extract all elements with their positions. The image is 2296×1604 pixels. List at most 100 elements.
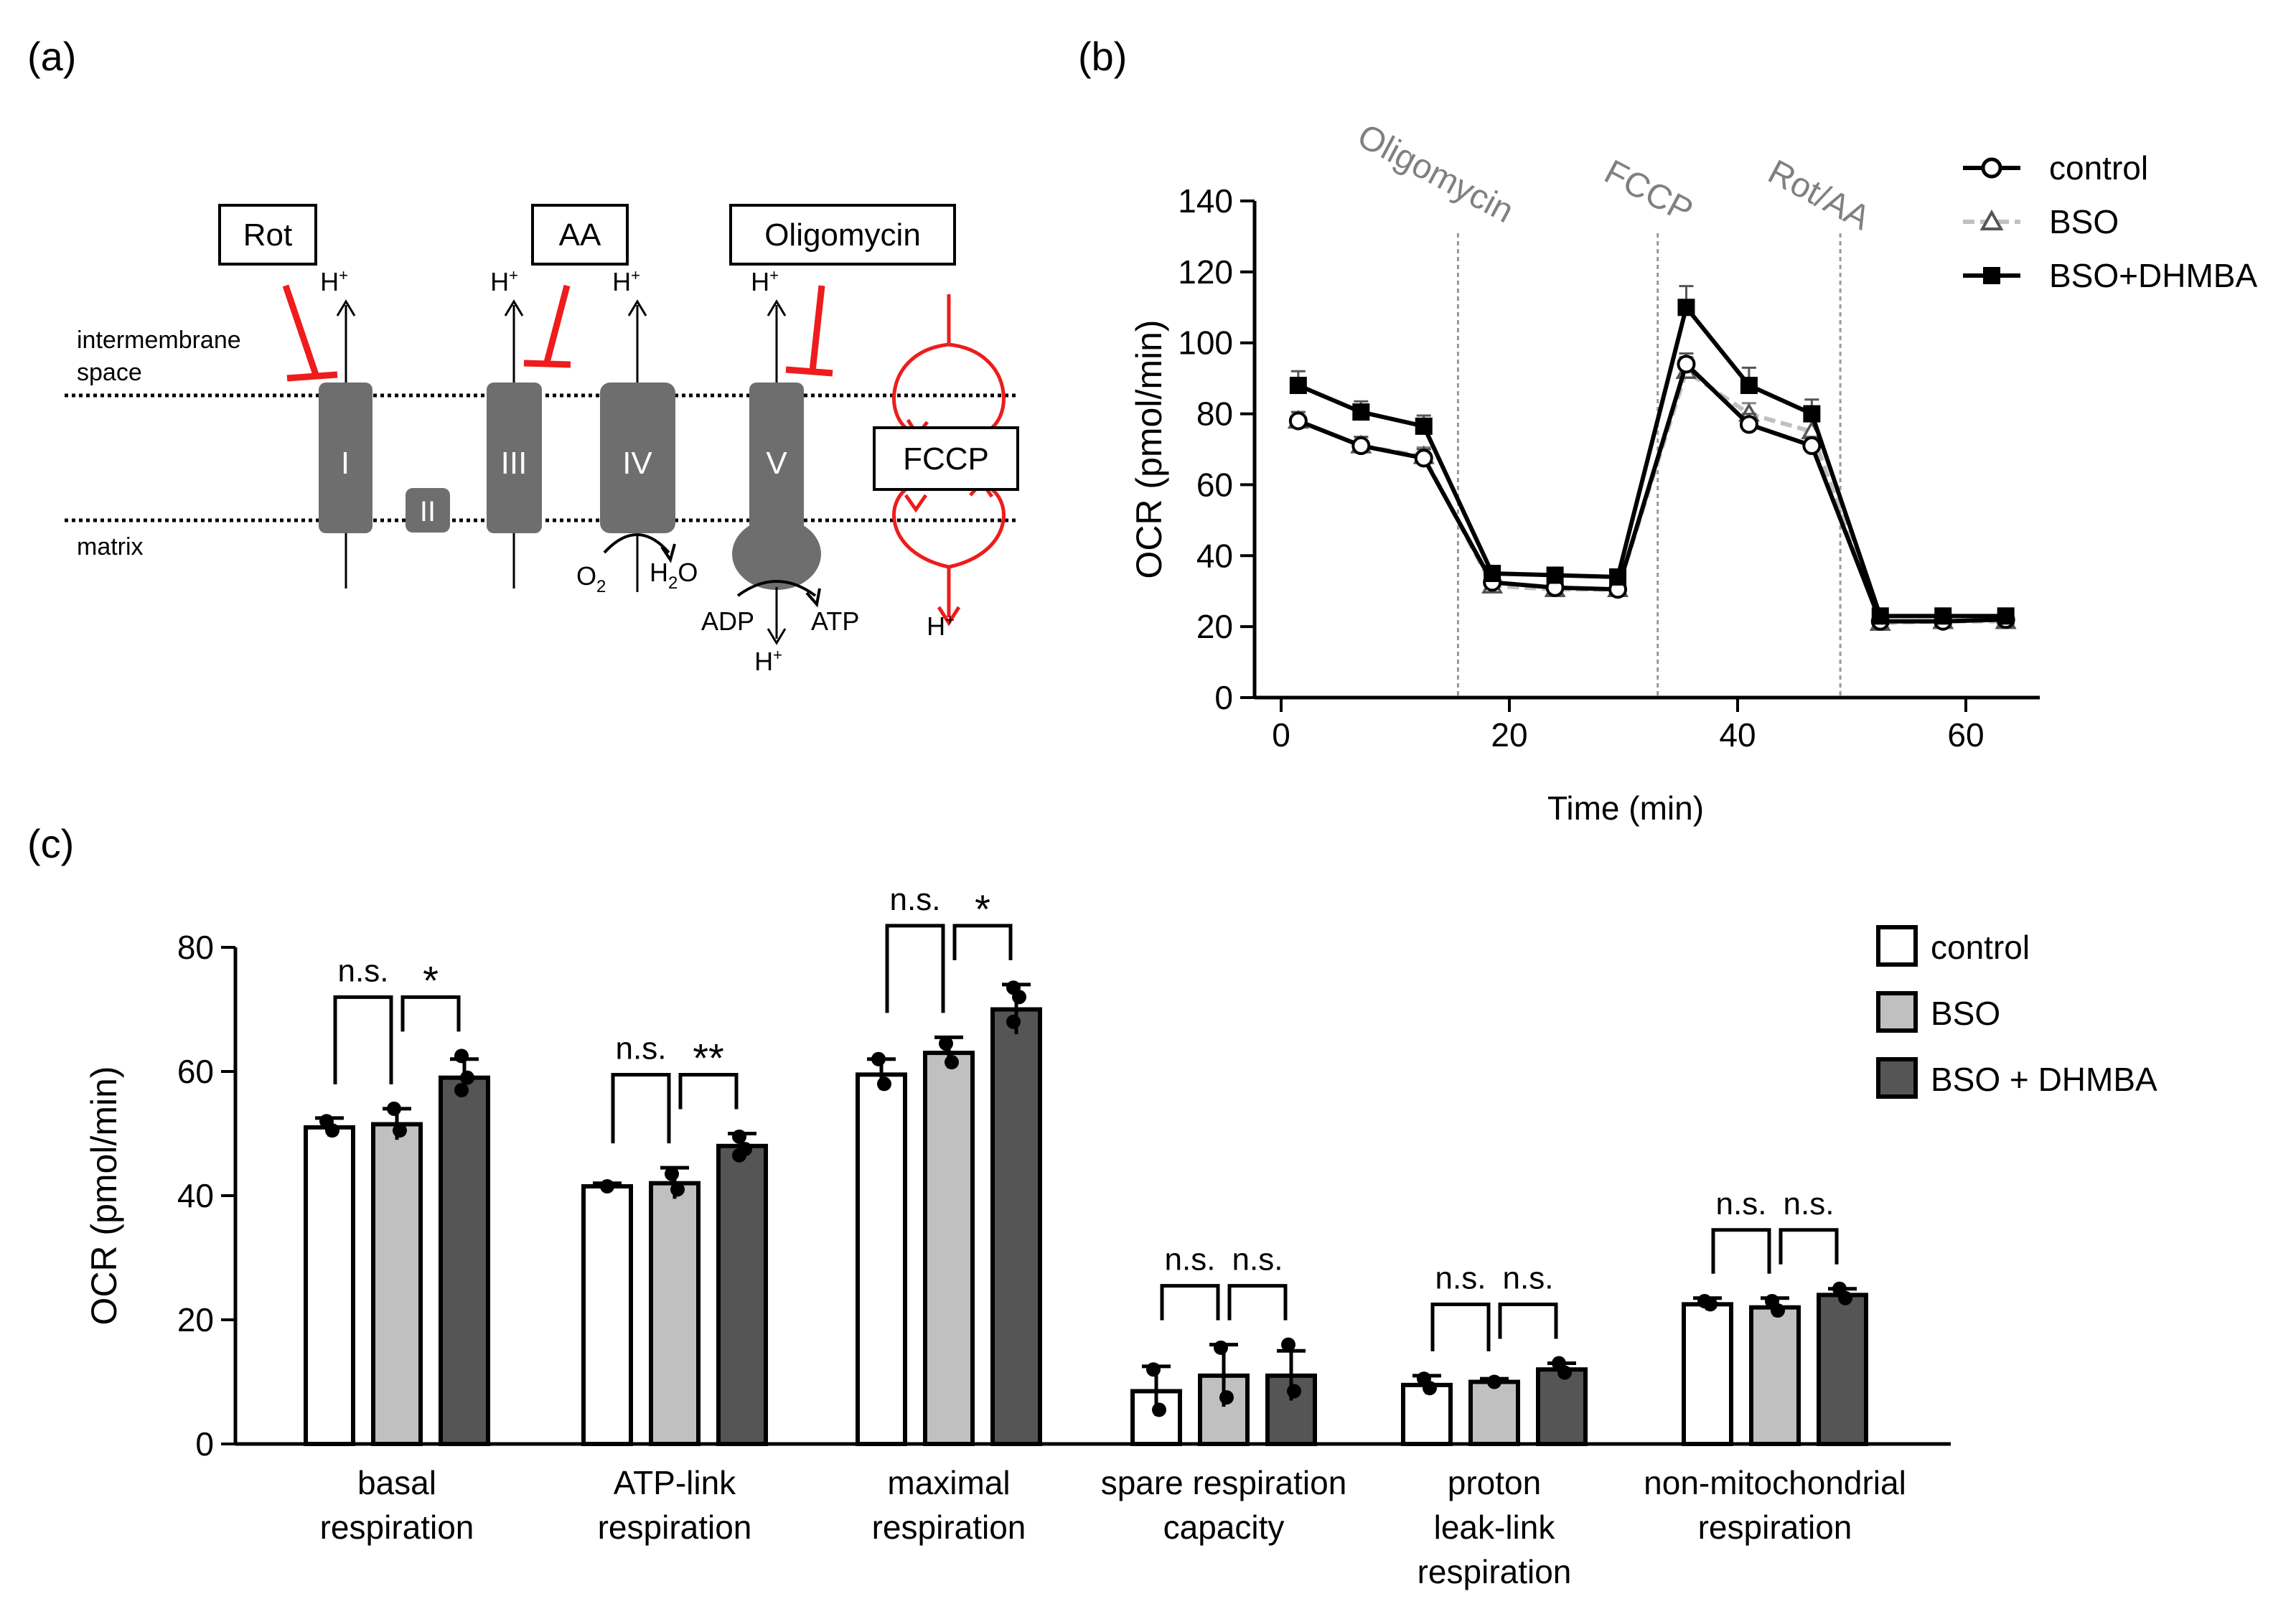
fccp-uncoupler: FCCP H+ — [873, 294, 1019, 641]
significance-bracket — [952, 924, 1013, 960]
point-bso-dhmba — [1289, 377, 1307, 395]
bar-bso-dhmba — [1536, 1367, 1588, 1446]
data-point-c — [1838, 1290, 1852, 1305]
x-axis-title-b: Time (min) — [1547, 789, 1704, 827]
point-control — [1677, 355, 1696, 374]
y-axis-title-b: OCR (pmol/min) — [1129, 319, 1169, 578]
category-label: capacity — [1163, 1509, 1285, 1546]
data-point-c — [1703, 1297, 1718, 1312]
legend-c-bso-dhmba: BSO + DHMBA — [1931, 1061, 2157, 1098]
significance-bracket — [1160, 1284, 1220, 1321]
category-label: respiration — [872, 1509, 1026, 1546]
aa-label: AA — [559, 217, 601, 253]
fccp-label: FCCP — [903, 441, 989, 477]
significance-bracket — [1779, 1228, 1839, 1265]
bar-control — [1682, 1302, 1733, 1446]
point-control — [1802, 436, 1822, 456]
x-tick-label-b: 20 — [1491, 716, 1527, 754]
complex-v-label: V — [766, 446, 787, 481]
category-label: basal — [357, 1464, 436, 1501]
category-label: respiration — [320, 1509, 474, 1546]
y-tick-label-c: 20 — [177, 1301, 214, 1338]
series-line-control — [1297, 360, 2006, 624]
data-point-c — [1012, 990, 1026, 1005]
injection-label-rot-aa: Rot/AA — [1762, 153, 1876, 238]
point-control — [1351, 436, 1371, 456]
complex-iv-label: IV — [622, 446, 652, 481]
bar-bso — [923, 1051, 975, 1447]
h-ion-fccp: H+ — [927, 611, 955, 641]
category-label: ATP-link — [614, 1464, 736, 1501]
significance-bracket — [611, 1073, 671, 1144]
bar-bso-dhmba — [1817, 1293, 1868, 1447]
complex-i: I H+ — [319, 266, 372, 588]
panel-b: (b) 0 20 40 60 80 100 120 140 0 20 40 60 Time (min) O… — [1078, 34, 2257, 827]
rot-label: Rot — [243, 217, 292, 253]
space-label: space — [77, 359, 142, 386]
significance-bracket — [333, 995, 393, 1084]
significance-label: * — [975, 886, 990, 932]
point-bso-dhmba — [1484, 565, 1501, 582]
legend-b-bso-dhmba: BSO+DHMBA — [2049, 257, 2257, 294]
panel-c-label: (c) — [27, 821, 74, 866]
data-point-c — [877, 1077, 891, 1092]
y-tick-label-b: 80 — [1196, 395, 1233, 433]
bar-control — [856, 1072, 907, 1446]
data-point-c — [325, 1123, 339, 1138]
adp-to-atp-arrow — [736, 580, 817, 597]
h-ion-iv: H+ — [612, 266, 640, 296]
point-bso-dhmba — [1415, 417, 1433, 435]
y-tick-label-c: 60 — [177, 1053, 214, 1090]
legend-c-control: control — [1931, 929, 2030, 966]
legend-c: control BSO BSO + DHMBA — [1876, 925, 2157, 1099]
data-point-c — [1214, 1340, 1228, 1355]
data-point-c — [665, 1166, 679, 1181]
complex-ii-label: II — [420, 496, 436, 527]
legend-c-bso: BSO — [1931, 995, 2000, 1032]
oligomycin-inhibitor: Oligomycin — [729, 204, 956, 377]
point-bso-dhmba — [1740, 377, 1758, 395]
x-tick-label-b: 0 — [1272, 716, 1290, 754]
bar-bso — [1468, 1379, 1520, 1446]
category-label: respiration — [1418, 1553, 1572, 1590]
significance-label: ** — [693, 1036, 724, 1081]
y-tick-label-c: 0 — [195, 1425, 214, 1463]
bar-bso — [371, 1122, 423, 1447]
significance-label: n.s. — [616, 1031, 667, 1066]
h-ion-i: H+ — [320, 266, 348, 296]
bar-bso — [1749, 1305, 1801, 1446]
data-point-c — [1487, 1374, 1501, 1389]
bar-bso-dhmba — [716, 1143, 768, 1447]
panel-b-label: (b) — [1078, 34, 1127, 79]
significance-bracket — [678, 1073, 739, 1110]
category-label: non-mitochondrial — [1644, 1464, 1906, 1501]
category-label: respiration — [598, 1509, 752, 1546]
intermembrane-label: intermembrane — [77, 327, 241, 354]
point-bso-dhmba — [1609, 568, 1627, 586]
legend-b-control: control — [2049, 149, 2148, 187]
data-point-c — [871, 1051, 886, 1066]
data-point-c — [1281, 1337, 1295, 1352]
significance-bracket — [1227, 1284, 1288, 1321]
y-tick-label-b: 0 — [1214, 679, 1233, 716]
point-control — [1288, 411, 1308, 431]
significance-bracket — [1498, 1303, 1558, 1339]
category-label: leak-link — [1434, 1509, 1556, 1546]
data-point-c — [1287, 1384, 1301, 1399]
complex-ii: II — [406, 488, 450, 533]
point-bso-dhmba — [1803, 405, 1821, 423]
adp-label: ADP — [701, 606, 754, 636]
data-point-c — [732, 1129, 746, 1144]
bar-control — [1401, 1382, 1453, 1446]
complex-iv: IV H+ O2 H2O — [576, 266, 698, 596]
h-ion-v-top: H+ — [751, 266, 779, 296]
data-point-c — [945, 1055, 959, 1070]
significance-label: n.s. — [1503, 1261, 1554, 1296]
significance-label: n.s. — [1232, 1242, 1283, 1277]
category-label: maximal — [887, 1464, 1010, 1501]
significance-label: n.s. — [890, 882, 941, 917]
significance-label: n.s. — [1716, 1186, 1767, 1221]
data-point-c — [1146, 1362, 1161, 1377]
matrix-label: matrix — [77, 533, 144, 561]
